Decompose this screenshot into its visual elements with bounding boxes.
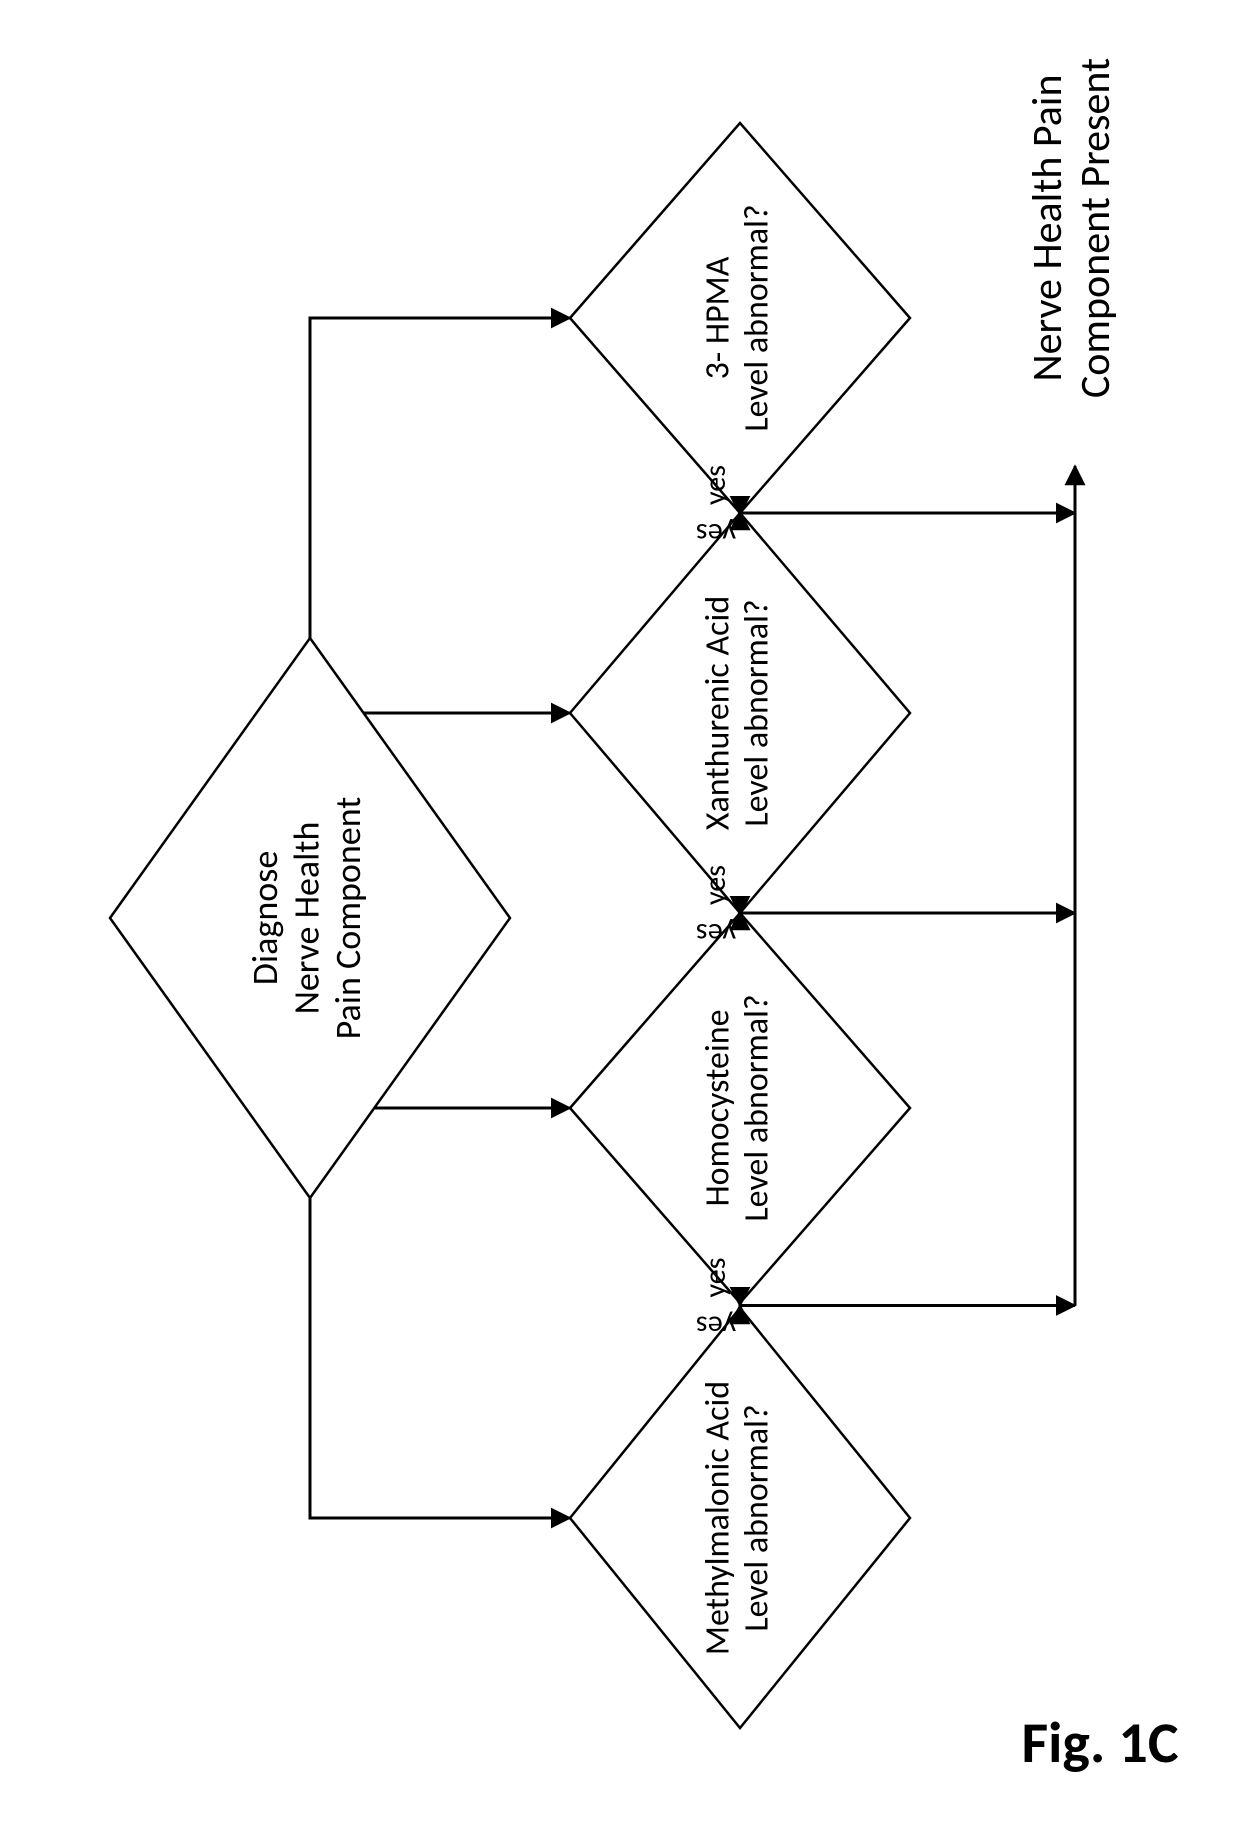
pair34-label-left: yes bbox=[696, 515, 736, 552]
root-text-line-0: Diagnose bbox=[243, 851, 287, 986]
root-text-line-1: Nerve Health bbox=[285, 822, 329, 1015]
pair12-label-left: yes bbox=[696, 1307, 736, 1344]
result-line-0: Nerve Health Pain bbox=[1022, 74, 1073, 381]
pair12-label-right: yes bbox=[697, 1258, 734, 1298]
pair23-label-right: yes bbox=[697, 865, 734, 905]
n1-text-line-1: Level abnormal? bbox=[737, 1404, 778, 1631]
n2-text-line-1: Level abnormal? bbox=[737, 994, 778, 1221]
n1-text-line-0: Methylmalonic Acid bbox=[698, 1381, 739, 1655]
n4-text-line-1: Level abnormal? bbox=[737, 204, 778, 431]
root-text-line-2: Pain Component bbox=[326, 797, 370, 1040]
pair23-label-left: yes bbox=[696, 915, 736, 952]
figure-label: Fig. 1C bbox=[1021, 1707, 1178, 1778]
n2-text-line-0: Homocysteine bbox=[698, 1009, 739, 1206]
n4-text-line-0: 3- HPMA bbox=[698, 256, 739, 379]
n3-text-line-0: Xanthurenic Acid bbox=[698, 596, 739, 830]
result-line-1: Component Present bbox=[1070, 58, 1121, 398]
edge-root-n1 bbox=[310, 1198, 570, 1518]
edge-root-n4 bbox=[310, 318, 570, 638]
pair34-label-right: yes bbox=[697, 465, 734, 505]
n3-text-line-1: Level abnormal? bbox=[737, 599, 778, 826]
